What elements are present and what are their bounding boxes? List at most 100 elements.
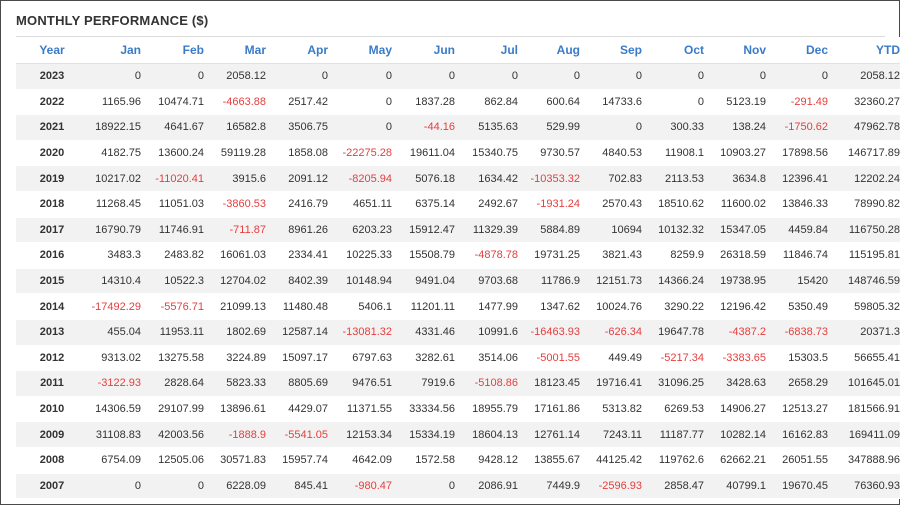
month-value-cell: 15347.05 — [708, 217, 770, 244]
column-header-ytd: YTD — [832, 37, 900, 64]
month-value-cell: 4331.46 — [396, 319, 459, 346]
month-value-cell: 11746.91 — [145, 217, 208, 244]
month-value-cell: 0 — [396, 473, 459, 500]
month-value-cell: 12151.73 — [584, 268, 646, 295]
month-value-cell: -4663.88 — [208, 89, 270, 116]
month-value-cell: 1837.28 — [396, 89, 459, 116]
month-value-cell: 14366.24 — [646, 268, 708, 295]
month-value-cell: 1165.96 — [88, 89, 145, 116]
month-value-cell: 19716.41 — [584, 370, 646, 397]
column-header-jun: Jun — [396, 37, 459, 64]
month-value-cell: -980.47 — [332, 473, 396, 500]
month-value-cell: 5076.18 — [396, 165, 459, 192]
month-value-cell: 16582.8 — [208, 114, 270, 141]
month-value-cell: 33334.56 — [396, 396, 459, 423]
month-value-cell: 2858.47 — [646, 473, 708, 500]
column-header-aug: Aug — [522, 37, 584, 64]
month-value-cell: 138.24 — [708, 114, 770, 141]
month-value-cell: 15420 — [770, 268, 832, 295]
month-value-cell: 702.83 — [584, 165, 646, 192]
table-row: 2009 31108.83 42003.56 -1888.9 -5541.05 12153… — [16, 421, 900, 448]
column-header-apr: Apr — [270, 37, 332, 64]
month-value-cell: 15097.17 — [270, 345, 332, 372]
table-row: 2015 14310.4 10522.3 12704.02 8402.39 10148.9… — [16, 268, 900, 295]
month-value-cell: 5123.19 — [708, 89, 770, 116]
month-value-cell: 14310.4 — [88, 268, 145, 295]
month-value-cell: 17161.86 — [522, 396, 584, 423]
ytd-cell: 169411.09 — [832, 421, 900, 448]
month-value-cell: 18123.45 — [522, 370, 584, 397]
ytd-cell: 56655.41 — [832, 345, 900, 372]
month-value-cell: -1750.62 — [770, 114, 832, 141]
month-value-cell: 0 — [770, 63, 832, 90]
ytd-cell: 148746.59 — [832, 268, 900, 295]
month-value-cell: 845.41 — [270, 473, 332, 500]
ytd-cell: 181566.91 — [832, 396, 900, 423]
month-value-cell: 9491.04 — [396, 268, 459, 295]
month-value-cell: 15334.19 — [396, 421, 459, 448]
month-value-cell: 9313.02 — [88, 345, 145, 372]
month-value-cell: 11480.48 — [270, 293, 332, 320]
column-header-oct: Oct — [646, 37, 708, 64]
month-value-cell: 15957.74 — [270, 447, 332, 474]
month-value-cell: 12505.06 — [145, 447, 208, 474]
month-value-cell: 12513.27 — [770, 396, 832, 423]
column-header-jan: Jan — [88, 37, 145, 64]
month-value-cell: 0 — [584, 114, 646, 141]
month-value-cell: -4387.2 — [708, 319, 770, 346]
month-value-cell: -8205.94 — [332, 165, 396, 192]
month-value-cell: 13275.58 — [145, 345, 208, 372]
month-value-cell: 9428.12 — [459, 447, 522, 474]
month-value-cell: 9703.68 — [459, 268, 522, 295]
year-cell: 2023 — [16, 63, 88, 90]
month-value-cell: -5576.71 — [145, 293, 208, 320]
month-value-cell: 0 — [145, 63, 208, 90]
month-value-cell: -3122.93 — [88, 370, 145, 397]
month-value-cell: 12196.42 — [708, 293, 770, 320]
year-cell: 2021 — [16, 114, 88, 141]
month-value-cell: 10903.27 — [708, 140, 770, 167]
month-value-cell: 11953.11 — [145, 319, 208, 346]
table-row: 2019 10217.02 -11020.41 3915.6 2091.12 -8205.… — [16, 165, 900, 192]
month-value-cell: 15508.79 — [396, 242, 459, 269]
month-value-cell: 40799.1 — [708, 473, 770, 500]
month-value-cell: 9476.51 — [332, 370, 396, 397]
month-value-cell: 2828.64 — [145, 370, 208, 397]
month-value-cell: 300.33 — [646, 114, 708, 141]
month-value-cell: 18922.15 — [88, 114, 145, 141]
month-value-cell: 0 — [646, 63, 708, 90]
month-value-cell: -16463.93 — [522, 319, 584, 346]
month-value-cell: 0 — [332, 63, 396, 90]
ytd-cell: 115195.81 — [832, 242, 900, 269]
month-value-cell: 2416.79 — [270, 191, 332, 218]
month-value-cell: 7919.6 — [396, 370, 459, 397]
table-row: 2012 9313.02 13275.58 3224.89 15097.17 6797.6… — [16, 345, 900, 372]
month-value-cell: 2483.82 — [145, 242, 208, 269]
month-value-cell: 0 — [332, 114, 396, 141]
month-value-cell: 12153.34 — [332, 421, 396, 448]
ytd-cell: 47962.78 — [832, 114, 900, 141]
month-value-cell: -44.16 — [396, 114, 459, 141]
table-row: 2023 0 0 2058.12 0 0 0 0 0 0 0 0 0 2058.12 — [16, 63, 900, 90]
month-value-cell: 0 — [145, 473, 208, 500]
month-value-cell: 4459.84 — [770, 217, 832, 244]
month-value-cell: 16790.79 — [88, 217, 145, 244]
month-value-cell: 1572.58 — [396, 447, 459, 474]
table-row: 2011 -3122.93 2828.64 5823.33 8805.69 9476.51… — [16, 370, 900, 397]
ytd-cell: 59805.32 — [832, 293, 900, 320]
month-value-cell: 10148.94 — [332, 268, 396, 295]
month-value-cell: 13600.24 — [145, 140, 208, 167]
month-value-cell: 0 — [332, 89, 396, 116]
month-value-cell: 449.49 — [584, 345, 646, 372]
month-value-cell: 16061.03 — [208, 242, 270, 269]
month-value-cell: 5823.33 — [208, 370, 270, 397]
column-header-mar: Mar — [208, 37, 270, 64]
month-value-cell: 11371.55 — [332, 396, 396, 423]
month-value-cell: 6228.09 — [208, 473, 270, 500]
ytd-cell: 116750.28 — [832, 217, 900, 244]
month-value-cell: 10132.32 — [646, 217, 708, 244]
month-value-cell: 0 — [459, 63, 522, 90]
table-header-row: Year Jan Feb Mar Apr May Jun Jul Aug Sep Oct Nov Dec… — [16, 37, 900, 64]
month-value-cell: 59119.28 — [208, 140, 270, 167]
year-cell: 2018 — [16, 191, 88, 218]
